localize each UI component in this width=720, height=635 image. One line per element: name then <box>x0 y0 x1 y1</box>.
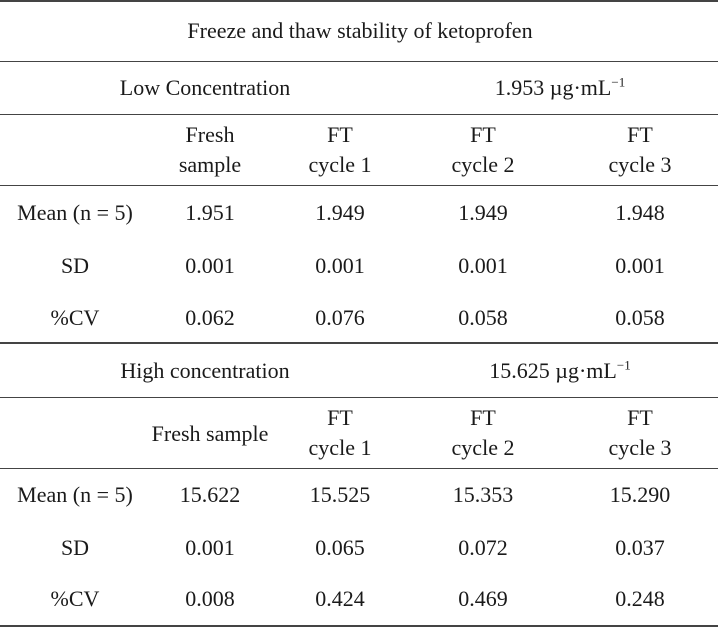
high-concentration-label: High concentration <box>120 358 290 383</box>
high-value-exponent: −1 <box>616 357 631 373</box>
rule-top <box>0 0 718 2</box>
low-col-header-ft2: FT cycle 2 <box>452 120 515 180</box>
low-row-mean-ft2: 1.949 <box>458 200 508 225</box>
high-row-cv-ft3: 0.248 <box>615 586 665 611</box>
low-row-cv-ft2: 0.058 <box>458 305 508 330</box>
rule-bottom <box>0 625 718 627</box>
rule-under-low-columns <box>0 185 718 186</box>
low-row-sd-fresh: 0.001 <box>185 253 235 278</box>
high-row-sd-ft3: 0.037 <box>615 535 665 560</box>
low-row-mean-ft3: 1.948 <box>615 200 665 225</box>
high-row-mean-ft2: 15.353 <box>452 482 514 507</box>
high-row-cv-ft1: 0.424 <box>315 586 365 611</box>
low-col-ft1-line2: cycle 1 <box>308 152 372 177</box>
low-col-header-ft3: FT cycle 3 <box>609 120 672 180</box>
high-row-sd-label: SD <box>60 535 90 560</box>
high-row-sd-fresh: 0.001 <box>185 535 235 560</box>
low-row-cv-label: %CV <box>50 305 100 330</box>
high-row-cv-fresh: 0.008 <box>185 586 235 611</box>
high-row-mean-ft3: 15.290 <box>609 482 671 507</box>
high-col-ft2-line2: cycle 2 <box>451 435 515 460</box>
rule-low-section-end <box>0 342 718 344</box>
low-row-cv-fresh: 0.062 <box>185 305 235 330</box>
high-row-mean-fresh: 15.622 <box>179 482 241 507</box>
table-title: Freeze and thaw stability of ketoprofen <box>187 18 533 43</box>
low-concentration-label: Low Concentration <box>119 75 291 100</box>
high-col-ft1-line1: FT <box>327 405 353 430</box>
high-col-ft3-line2: cycle 3 <box>608 435 672 460</box>
high-concentration-value: 15.625 µg·mL−1 <box>489 356 630 386</box>
high-col-ft2-line1: FT <box>470 405 496 430</box>
low-col-ft3-line1: FT <box>627 122 653 147</box>
low-row-sd-label: SD <box>60 253 90 278</box>
low-col-ft2-line2: cycle 2 <box>451 152 515 177</box>
rule-under-high-columns <box>0 468 718 469</box>
high-col-header-ft2: FT cycle 2 <box>452 403 515 463</box>
low-row-mean-ft1: 1.949 <box>315 200 365 225</box>
low-row-sd-ft1: 0.001 <box>315 253 365 278</box>
low-col-header-fresh: Fresh sample <box>179 120 241 180</box>
high-row-mean-label: Mean (n = 5) <box>17 482 133 507</box>
high-col-header-ft3: FT cycle 3 <box>609 403 672 463</box>
low-col-fresh-line1: Fresh <box>185 122 235 147</box>
low-col-fresh-line2: sample <box>178 152 242 177</box>
high-row-sd-ft2: 0.072 <box>458 535 508 560</box>
high-row-sd-ft1: 0.065 <box>315 535 365 560</box>
high-col-header-fresh: Fresh sample <box>151 421 269 446</box>
rule-under-high-header <box>0 397 718 398</box>
high-value-text: 15.625 µg·mL <box>489 358 617 383</box>
low-row-sd-ft2: 0.001 <box>458 253 508 278</box>
low-row-mean-label: Mean (n = 5) <box>17 200 133 225</box>
high-row-mean-ft1: 15.525 <box>309 482 371 507</box>
rule-under-low-header <box>0 114 718 115</box>
low-col-header-ft1: FT cycle 1 <box>309 120 372 180</box>
low-value-exponent: −1 <box>611 74 626 90</box>
low-concentration-value: 1.953 µg·mL−1 <box>495 73 625 103</box>
low-value-text: 1.953 µg·mL <box>494 75 612 100</box>
low-row-cv-ft3: 0.058 <box>615 305 665 330</box>
low-col-ft3-line2: cycle 3 <box>608 152 672 177</box>
low-col-ft1-line1: FT <box>327 122 353 147</box>
low-col-ft2-line1: FT <box>470 122 496 147</box>
high-col-ft3-line1: FT <box>627 405 653 430</box>
low-row-mean-fresh: 1.951 <box>185 200 235 225</box>
high-row-cv-label: %CV <box>50 586 100 611</box>
high-col-ft1-line2: cycle 1 <box>308 435 372 460</box>
low-row-cv-ft1: 0.076 <box>315 305 365 330</box>
high-row-cv-ft2: 0.469 <box>458 586 508 611</box>
high-col-header-ft1: FT cycle 1 <box>309 403 372 463</box>
rule-under-title <box>0 61 718 62</box>
low-row-sd-ft3: 0.001 <box>615 253 665 278</box>
